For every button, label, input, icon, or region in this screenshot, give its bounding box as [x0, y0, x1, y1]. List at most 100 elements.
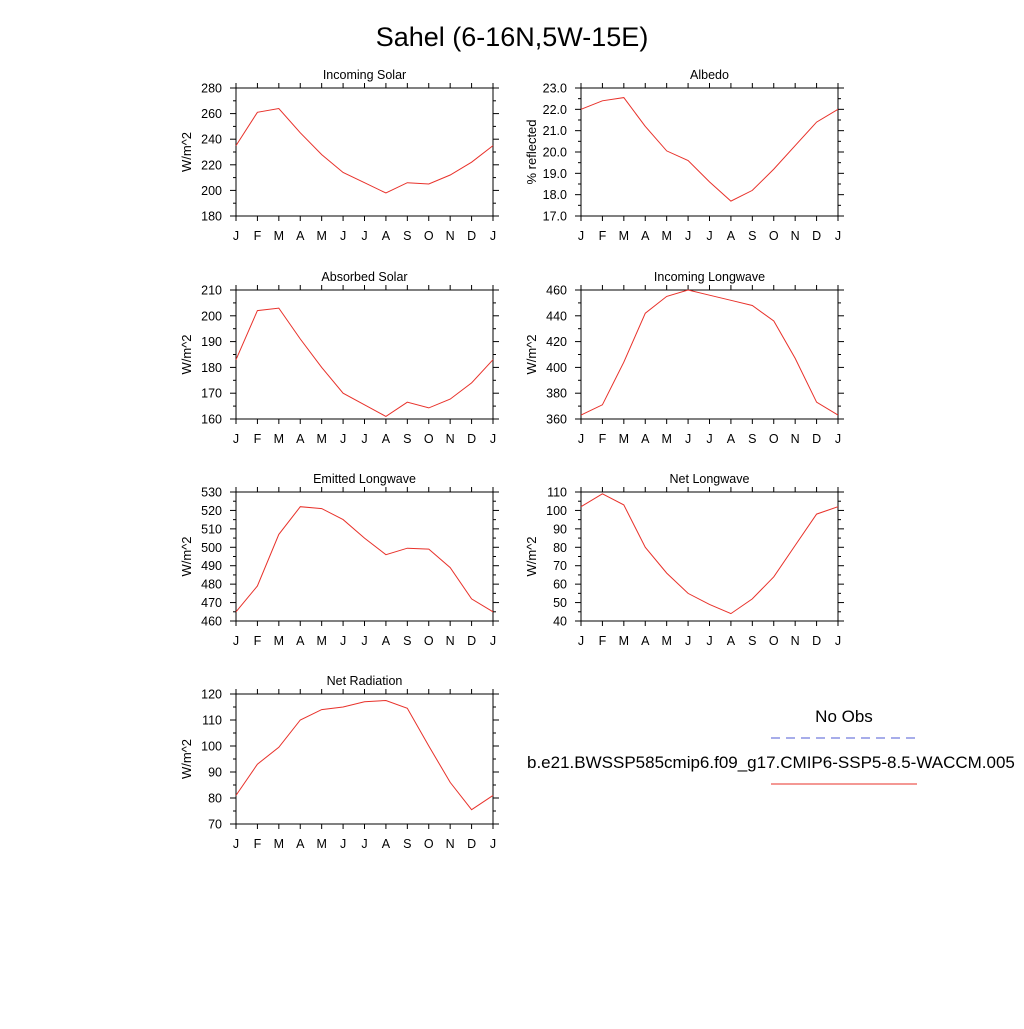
x-tick-label: A	[382, 837, 391, 851]
legend-model-label: b.e21.BWSSP585cmip6.f09_g17.CMIP6-SSP5-8…	[527, 753, 1015, 772]
x-tick-label: J	[835, 229, 841, 243]
y-tick-label: 180	[201, 210, 222, 224]
x-tick-label: M	[316, 229, 326, 243]
y-tick-label: 240	[201, 133, 222, 147]
y-tick-label: 470	[201, 596, 222, 610]
y-axis-label: W/m^2	[179, 536, 194, 576]
y-tick-label: 80	[553, 541, 567, 555]
x-tick-label: A	[382, 432, 391, 446]
x-tick-label: A	[382, 634, 391, 648]
x-tick-label: J	[340, 634, 346, 648]
x-tick-label: F	[254, 634, 262, 648]
x-tick-label: J	[233, 432, 239, 446]
legend-obs-label: No Obs	[815, 707, 873, 726]
x-tick-label: F	[254, 432, 262, 446]
y-tick-label: 210	[201, 284, 222, 298]
x-tick-label: M	[661, 229, 671, 243]
x-tick-label: M	[619, 432, 629, 446]
x-tick-label: O	[769, 634, 779, 648]
series-line-net-longwave	[580, 493, 839, 615]
y-tick-label: 23.0	[543, 82, 567, 96]
panel-title: Incoming Longwave	[654, 270, 765, 284]
y-tick-label: 360	[546, 413, 567, 427]
x-tick-label: D	[467, 634, 476, 648]
y-tick-label: 100	[201, 740, 222, 754]
x-tick-label: F	[254, 229, 262, 243]
y-tick-label: 520	[201, 504, 222, 518]
x-tick-label: A	[382, 229, 391, 243]
x-tick-label: O	[424, 634, 434, 648]
x-tick-label: J	[340, 432, 346, 446]
x-tick-label: O	[769, 432, 779, 446]
x-tick-label: M	[316, 432, 326, 446]
y-tick-label: 80	[208, 792, 222, 806]
x-tick-label: J	[835, 432, 841, 446]
y-tick-label: 90	[553, 522, 567, 536]
panel-title: Net Radiation	[327, 674, 403, 688]
series-line-absorbed-solar	[235, 307, 494, 417]
x-tick-label: J	[361, 634, 367, 648]
series-line-net-radiation	[235, 699, 494, 811]
y-tick-label: 530	[201, 486, 222, 500]
x-tick-label: J	[706, 634, 712, 648]
y-tick-label: 380	[546, 387, 567, 401]
x-tick-label: J	[685, 432, 691, 446]
x-tick-label: F	[254, 837, 262, 851]
x-tick-label: O	[769, 229, 779, 243]
x-tick-label: N	[791, 634, 800, 648]
x-tick-label: S	[748, 432, 756, 446]
panel-title: Net Longwave	[670, 472, 750, 486]
x-tick-label: J	[685, 634, 691, 648]
y-tick-label: 160	[201, 413, 222, 427]
y-tick-label: 460	[201, 615, 222, 629]
y-tick-label: 110	[202, 714, 222, 728]
y-tick-label: 220	[201, 158, 222, 172]
x-tick-label: D	[812, 432, 821, 446]
panel-title: Incoming Solar	[323, 68, 406, 82]
series-line-incoming-longwave	[580, 289, 839, 416]
y-tick-label: 70	[553, 559, 567, 573]
x-tick-label: D	[467, 229, 476, 243]
x-tick-label: A	[641, 432, 650, 446]
series-line-emitted-longwave	[235, 506, 494, 613]
panel-title: Albedo	[690, 68, 729, 82]
x-tick-label: A	[727, 634, 736, 648]
legend: No Obs b.e21.BWSSP585cmip6.f09_g17.CMIP6…	[527, 707, 1015, 785]
plot-frame	[235, 693, 494, 825]
plot-frame	[580, 289, 839, 420]
x-tick-label: J	[706, 432, 712, 446]
y-axis-label: % reflected	[524, 119, 539, 184]
x-tick-label: D	[467, 837, 476, 851]
x-tick-label: N	[791, 229, 800, 243]
x-tick-label: N	[446, 432, 455, 446]
panel-title: Emitted Longwave	[313, 472, 416, 486]
x-tick-label: A	[727, 229, 736, 243]
y-axis-label: W/m^2	[524, 536, 539, 576]
x-tick-label: O	[424, 229, 434, 243]
x-tick-label: J	[361, 229, 367, 243]
y-tick-label: 22.0	[543, 103, 567, 117]
x-tick-label: A	[296, 634, 305, 648]
y-tick-label: 190	[201, 335, 222, 349]
x-tick-label: S	[403, 432, 411, 446]
y-tick-label: 120	[201, 688, 222, 702]
x-tick-label: J	[340, 229, 346, 243]
y-tick-label: 18.0	[543, 188, 567, 202]
x-tick-label: S	[403, 634, 411, 648]
x-tick-label: A	[727, 432, 736, 446]
y-tick-label: 90	[208, 766, 222, 780]
y-axis-label: W/m^2	[179, 334, 194, 374]
x-tick-label: M	[619, 634, 629, 648]
x-tick-label: J	[706, 229, 712, 243]
x-tick-label: S	[748, 229, 756, 243]
x-tick-label: J	[361, 837, 367, 851]
x-tick-label: M	[274, 432, 284, 446]
y-tick-label: 70	[208, 818, 222, 832]
y-tick-label: 21.0	[543, 124, 567, 138]
y-axis-label: W/m^2	[179, 739, 194, 779]
x-tick-label: F	[599, 432, 607, 446]
